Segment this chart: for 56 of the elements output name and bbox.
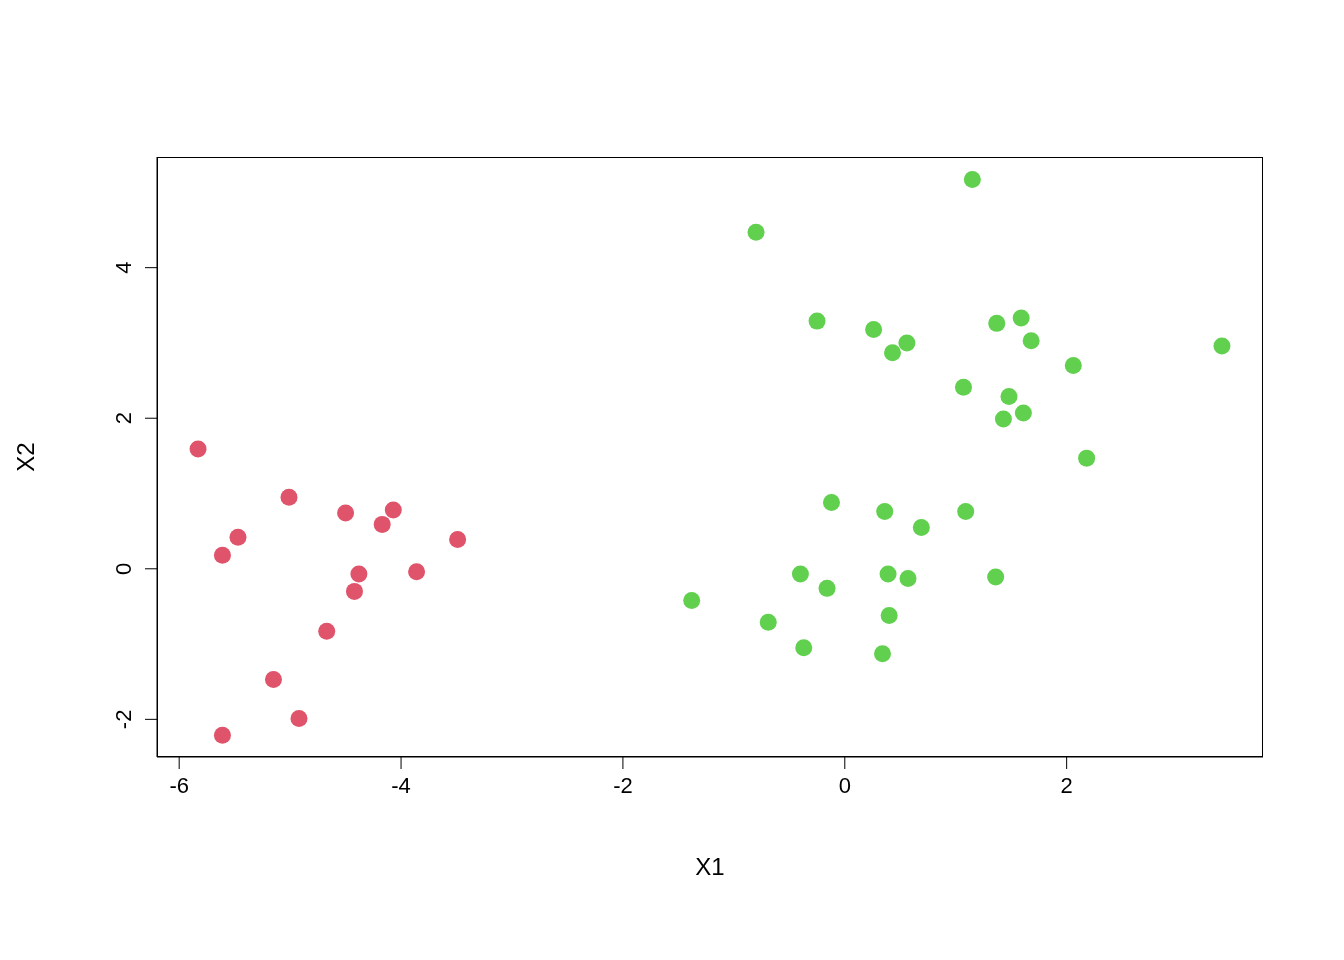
point [408, 563, 426, 581]
point [822, 494, 840, 512]
x-tick-label: -2 [613, 772, 633, 798]
point [963, 171, 981, 189]
point [280, 488, 298, 506]
x-tick-label: 0 [838, 772, 851, 798]
point [1012, 309, 1030, 327]
point [350, 565, 368, 583]
point [759, 613, 777, 631]
point [899, 570, 917, 588]
point [954, 378, 972, 396]
point [880, 606, 898, 624]
point [957, 503, 975, 521]
point [818, 579, 836, 597]
point [213, 546, 231, 564]
point [318, 622, 336, 640]
point [747, 223, 765, 241]
point [345, 582, 363, 600]
point [264, 670, 282, 688]
point [879, 565, 897, 583]
point [988, 314, 1006, 332]
point [1022, 332, 1040, 350]
point [337, 504, 355, 522]
point [290, 710, 308, 728]
point [791, 565, 809, 583]
point [912, 518, 930, 536]
point [373, 515, 391, 533]
x-axis-title: X1 [695, 853, 725, 880]
point [213, 726, 231, 744]
point [189, 440, 207, 458]
x-tick-label: 2 [1060, 772, 1073, 798]
y-axis-title: X2 [11, 442, 39, 472]
point [1000, 387, 1018, 405]
point [1064, 357, 1082, 375]
y-tick-label: 0 [111, 562, 136, 575]
point [987, 568, 1005, 586]
point [795, 639, 813, 657]
point [449, 530, 467, 548]
y-tick-label: 4 [111, 261, 136, 274]
point [876, 503, 894, 521]
point [1078, 449, 1096, 467]
point [384, 501, 402, 519]
point [229, 528, 247, 546]
x-tick-label: -6 [169, 772, 189, 798]
y-tick-label: -2 [111, 709, 136, 730]
point [898, 334, 916, 352]
point [994, 410, 1012, 428]
point [808, 312, 826, 330]
point [1014, 404, 1032, 422]
y-tick-label: 2 [111, 412, 136, 425]
point [865, 320, 883, 338]
point [874, 645, 891, 663]
point [1213, 337, 1231, 355]
x-tick-label: -4 [391, 772, 411, 798]
point [883, 344, 901, 362]
point [683, 591, 701, 609]
